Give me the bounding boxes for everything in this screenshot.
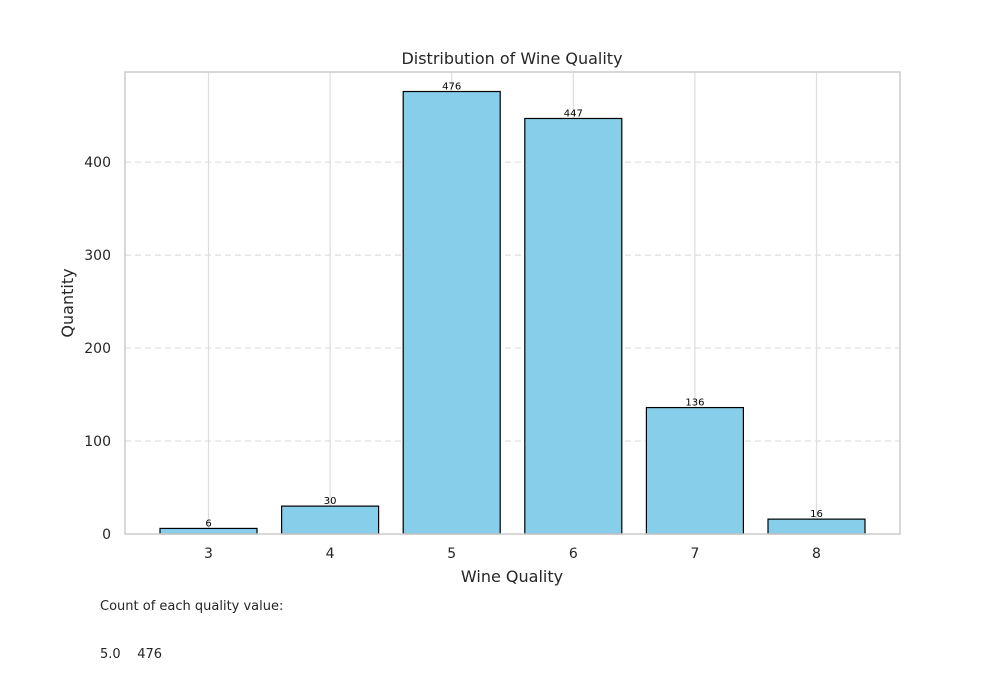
- count-summary-row: 5.0 476: [100, 647, 163, 662]
- x-tick-label: 5: [447, 546, 456, 562]
- x-tick-layer: 3 4 5 6 7 8: [204, 546, 821, 562]
- plot-background: [125, 72, 900, 534]
- bar-quality-8: [767, 518, 866, 535]
- bar-value-label: 16: [810, 509, 823, 520]
- y-tick-label: 300: [84, 248, 111, 264]
- count-summary-heading: Count of each quality value:: [100, 599, 284, 614]
- bar-quality-5: [402, 90, 501, 535]
- bar-value-label: 476: [442, 82, 461, 93]
- x-tick-label: 4: [326, 546, 335, 562]
- y-axis-label: Quantity: [58, 268, 77, 337]
- y-tick-label: 100: [84, 434, 111, 450]
- x-tick-label: 6: [569, 546, 578, 562]
- bar-value-label: 30: [324, 496, 337, 507]
- y-tick-layer: 0 100 200 300 400: [84, 155, 111, 543]
- bar-value-label: 6: [205, 518, 211, 529]
- bar-chart: 6 30 476 447 136 16 3 4 5 6 7 8 0 100 200 300 400 Dist…: [58, 49, 901, 586]
- bar-value-label: 447: [564, 108, 583, 119]
- plot-frame: [124, 71, 901, 535]
- y-tick-label: 400: [84, 155, 111, 171]
- bar-value-label: 136: [685, 398, 704, 409]
- x-tick-label: 8: [812, 546, 821, 562]
- y-tick-label: 0: [102, 527, 111, 543]
- y-tick-label: 200: [84, 341, 111, 357]
- x-axis-label: Wine Quality: [461, 567, 563, 586]
- bar-quality-4: [281, 505, 380, 535]
- count-summary: Count of each quality value: 5.0 476: [100, 567, 283, 679]
- x-tick-label: 3: [204, 546, 213, 562]
- bar-layer: [159, 90, 866, 535]
- x-tick-label: 7: [690, 546, 699, 562]
- chart-title: Distribution of Wine Quality: [401, 49, 622, 68]
- data-label-layer: 6 30 476 447 136 16: [205, 82, 823, 530]
- bar-quality-6: [524, 117, 623, 535]
- bar-quality-7: [645, 406, 745, 535]
